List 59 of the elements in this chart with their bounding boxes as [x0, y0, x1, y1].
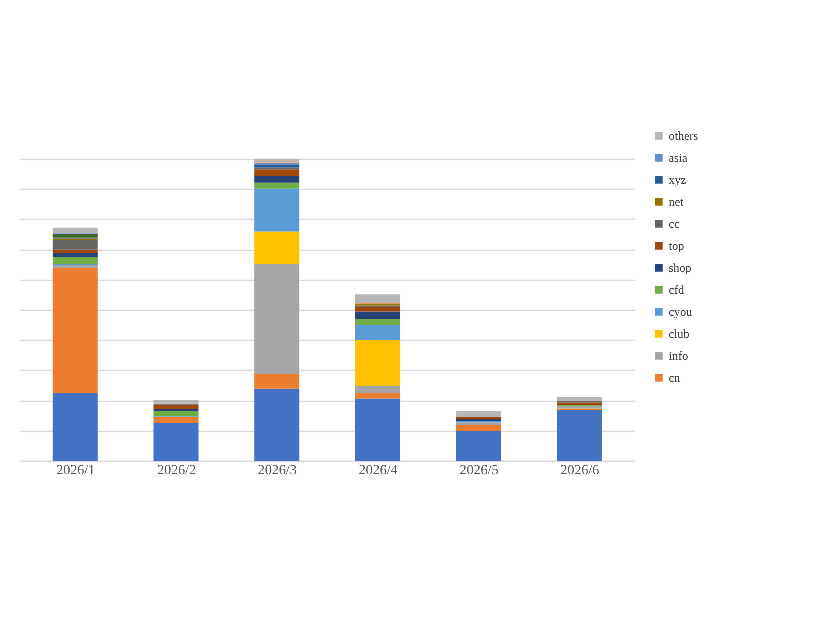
legend-label: others	[669, 129, 699, 143]
bar	[557, 402, 602, 406]
bar	[154, 418, 199, 424]
bar	[355, 319, 400, 326]
bar	[254, 170, 300, 176]
bar	[254, 158, 300, 163]
bar	[52, 393, 98, 461]
bar	[52, 253, 98, 258]
bar	[254, 176, 300, 183]
bar	[254, 232, 300, 264]
x-tick-label: 2026/3	[258, 464, 298, 478]
legend-label: asia	[669, 151, 688, 165]
legend-label: xyz	[669, 173, 686, 187]
bar	[355, 398, 400, 461]
legend-label: top	[669, 239, 684, 253]
legend-label: cfd	[669, 283, 684, 297]
bar	[355, 386, 400, 394]
legend-label: info	[669, 349, 688, 363]
x-tick-label: 2026/2	[157, 464, 196, 478]
bar	[456, 422, 502, 426]
bar	[355, 306, 400, 312]
bar	[52, 240, 98, 250]
bar	[52, 257, 98, 264]
bar	[254, 264, 300, 374]
x-tick-label: 2026/6	[560, 464, 600, 478]
bar	[52, 234, 98, 238]
bar	[456, 425, 502, 432]
x-tick-label: 2026/5	[460, 464, 499, 478]
bar	[355, 325, 400, 340]
bar	[557, 406, 602, 409]
bar	[52, 250, 98, 254]
legend-label: cyou	[669, 305, 692, 319]
bar	[154, 411, 199, 417]
legend-label: club	[669, 327, 690, 341]
bar	[52, 264, 98, 268]
x-tick-label: 2026/4	[358, 464, 398, 478]
bar	[52, 228, 98, 234]
bar	[355, 294, 400, 304]
bar	[456, 431, 502, 461]
bar	[456, 411, 502, 418]
legend-label: cc	[669, 217, 680, 231]
bar	[557, 397, 602, 402]
legend-label: shop	[669, 261, 692, 275]
bar	[254, 374, 300, 389]
bar	[52, 268, 98, 394]
bar	[254, 188, 300, 232]
x-tick-label: 2026/1	[56, 464, 96, 478]
bar	[355, 393, 400, 399]
bar	[557, 410, 602, 461]
bar	[154, 423, 199, 461]
bar	[254, 388, 300, 461]
bar	[254, 182, 300, 189]
legend-label: cn	[669, 371, 680, 385]
bar	[355, 340, 400, 386]
bar	[355, 312, 400, 320]
bar	[154, 400, 199, 404]
legend-label: net	[669, 195, 684, 209]
bar	[154, 404, 199, 410]
bar	[254, 165, 300, 168]
